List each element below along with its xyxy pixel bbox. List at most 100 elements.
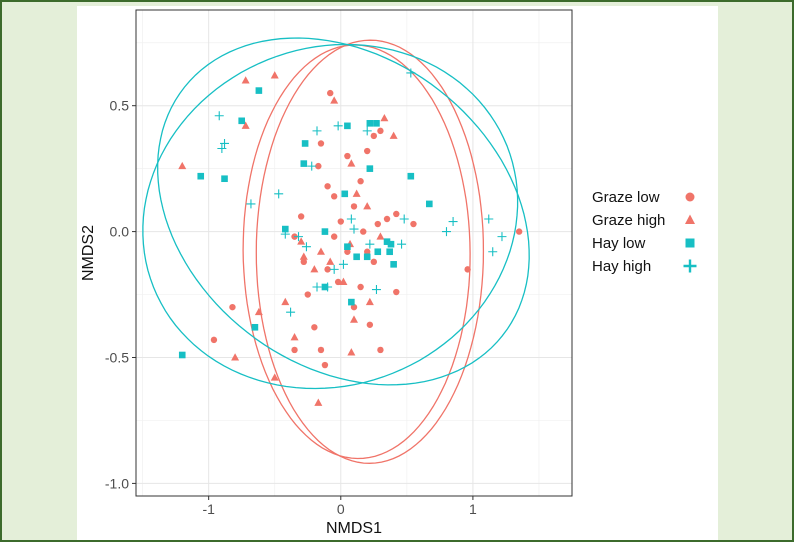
point-graze-high [314, 398, 323, 406]
point-hay-low [383, 238, 391, 245]
point-hay-low [363, 253, 371, 261]
point-graze-high [254, 307, 263, 316]
point-hay-high [312, 126, 322, 136]
point-graze-high [310, 265, 319, 273]
point-hay-low [426, 200, 433, 208]
point-graze-high [290, 333, 299, 341]
point-hay-high [312, 282, 322, 292]
x-tick-label: -1 [202, 501, 215, 517]
point-graze-high [178, 161, 187, 170]
point-hay-high [497, 232, 507, 242]
legend-label: Graze low [592, 189, 660, 206]
point-graze-high [352, 189, 361, 197]
point-hay-low [251, 323, 259, 331]
point-hay-low [321, 228, 329, 235]
point-graze-low [317, 346, 325, 354]
point-hay-high [338, 259, 348, 269]
point-hay-low [366, 165, 374, 172]
point-hay-high [286, 307, 296, 317]
point-graze-low [324, 266, 331, 273]
point-graze-high [241, 121, 250, 129]
point-hay-high [329, 264, 339, 274]
point-hay-low [407, 172, 415, 180]
point-graze-low [464, 266, 471, 273]
legend-key-graze-high [685, 214, 695, 224]
point-graze-high [316, 247, 325, 255]
point-hay-high [294, 232, 304, 242]
point-hay-low [373, 120, 380, 127]
point-hay-high [441, 227, 451, 237]
point-graze-low [311, 324, 318, 331]
point-graze-low [324, 183, 331, 190]
point-hay-high [323, 282, 333, 292]
point-hay-low [353, 253, 360, 261]
point-hay-low [344, 243, 351, 251]
point-graze-high [326, 257, 335, 265]
point-graze-low [317, 140, 325, 147]
point-graze-high [299, 252, 308, 260]
point-graze-high [363, 202, 372, 210]
point-graze-low [393, 288, 400, 296]
point-hay-high [246, 199, 256, 209]
point-graze-high [350, 315, 358, 323]
point-hay-high [333, 121, 343, 131]
point-graze-low [327, 89, 334, 97]
point-graze-low [334, 278, 342, 286]
point-hay-high [349, 224, 359, 234]
point-hay-low [366, 120, 374, 127]
point-hay-low [386, 248, 393, 256]
point-graze-high [347, 159, 356, 167]
point-hay-high [397, 239, 407, 249]
point-graze-low [360, 228, 367, 235]
point-graze-low [315, 162, 322, 170]
y-axis-title: NMDS2 [80, 225, 97, 281]
plot-background [136, 10, 572, 496]
point-graze-high [365, 297, 374, 306]
point-hay-high [371, 285, 381, 295]
point-graze-low [370, 132, 378, 140]
ellipse-graze-low [255, 39, 485, 464]
point-hay-high [274, 189, 284, 199]
point-graze-low [383, 215, 391, 223]
point-hay-low [341, 190, 349, 198]
point-hay-high [307, 161, 317, 171]
point-graze-low [366, 321, 374, 328]
point-graze-low [344, 248, 351, 255]
x-tick-label: 1 [469, 501, 477, 517]
point-graze-low [357, 178, 364, 185]
point-graze-high [330, 96, 339, 104]
point-hay-high [448, 217, 458, 227]
point-hay-low [178, 351, 186, 359]
point-hay-low [374, 248, 382, 256]
legend-label: Hay high [592, 258, 651, 275]
point-hay-low [301, 140, 309, 147]
point-graze-low [297, 213, 305, 220]
point-hay-low [238, 117, 245, 125]
point-graze-low [515, 228, 523, 235]
point-graze-low [410, 220, 417, 228]
point-graze-high [231, 353, 240, 361]
point-graze-low [330, 233, 338, 240]
point-hay-high [280, 229, 290, 239]
point-graze-low [350, 303, 358, 311]
point-hay-low [197, 172, 205, 180]
point-hay-low [344, 122, 351, 130]
point-graze-high [270, 71, 279, 79]
legend-label: Hay low [592, 235, 646, 252]
point-graze-high [376, 232, 385, 240]
y-tick-label: 0.5 [110, 98, 130, 114]
ellipse-graze-high [242, 44, 471, 460]
point-graze-high [380, 113, 389, 122]
point-graze-high [339, 277, 348, 285]
point-graze-low [377, 346, 384, 354]
point-graze-high [241, 76, 250, 84]
point-graze-low [321, 361, 329, 369]
ellipse-hay-low [157, 37, 530, 386]
point-hay-high [346, 214, 356, 224]
point-hay-high [217, 143, 227, 153]
legend-key-graze-low [685, 192, 695, 202]
point-graze-high [389, 131, 398, 139]
point-hay-high [488, 247, 498, 257]
point-graze-low [304, 291, 311, 298]
